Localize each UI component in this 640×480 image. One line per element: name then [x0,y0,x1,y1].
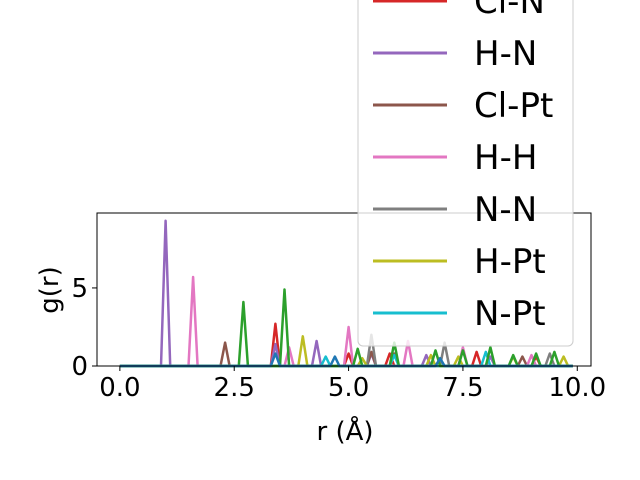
legend-label-cl-n: Cl-N [474,0,545,22]
x-tick-label: 2.5 [214,373,255,403]
legend-label-h-n: H-N [474,34,537,74]
legend-label-h-pt: H-Pt [474,242,546,282]
x-tick-label: 7.5 [442,373,483,403]
y-tick-label: 0 [71,352,88,382]
legend-label-n-n: N-N [474,190,537,230]
legend-label-n-pt: N-Pt [474,294,546,334]
legend: Cl-N H-N Cl-Pt H-H N-N H-Pt N-Pt [357,0,574,347]
legend-box [357,0,574,347]
y-tick-label: 5 [71,274,88,304]
legend-label-cl-pt: Cl-Pt [474,86,553,126]
series-line-unnamed-8 [119,352,573,368]
x-tick-label: 0.0 [99,373,140,403]
legend-label-h-h: H-H [474,138,537,178]
x-tick-label: 10.0 [548,373,606,403]
x-axis-label: r (Å) [316,415,373,447]
x-axis-ticks: 0.0 2.5 5.0 7.5 10.0 [99,366,606,403]
y-axis-ticks: 05 [71,274,97,382]
x-tick-label: 5.0 [328,373,369,403]
y-axis-label: g(r) [35,266,65,313]
axes-frame [96,212,592,367]
